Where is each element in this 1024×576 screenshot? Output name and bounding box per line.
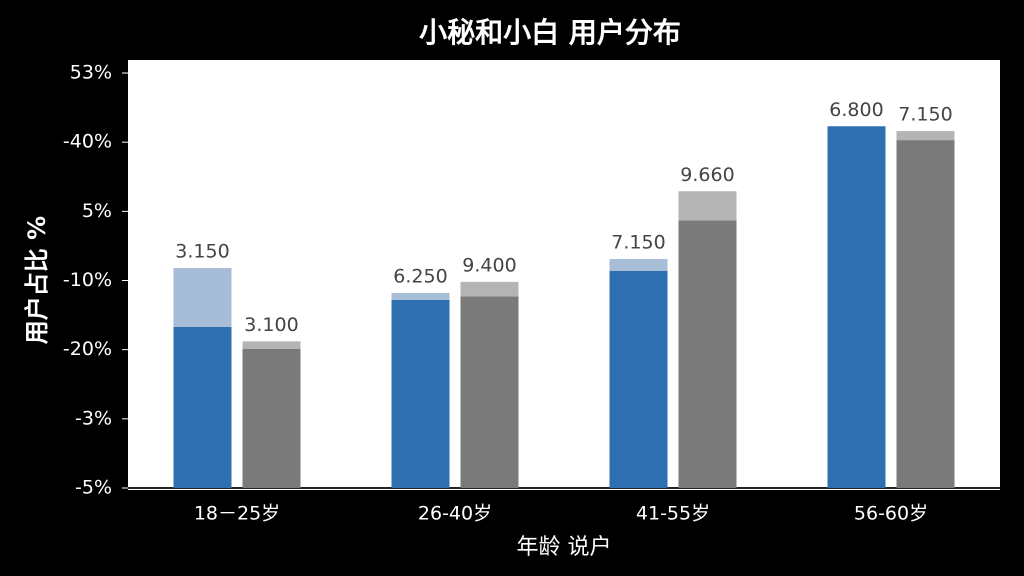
bar-segment [609,270,668,488]
y-tick-label: -5% [75,477,112,499]
chart-title: 小秘和小白 用户分布 [419,16,681,49]
bar-segment [460,296,519,488]
bar-segment [460,281,519,297]
bar-segment [678,191,737,221]
bar-segment [173,326,232,488]
y-tick-label: 53% [70,62,112,84]
y-tick-label: -20% [63,338,112,360]
bar-segment [242,348,301,488]
bar-segment [391,292,450,300]
y-axis-label: 用户占比 % [23,216,51,344]
bar-segment [827,126,886,488]
bar-segment [391,299,450,488]
bar-segment [242,341,301,349]
bar-label: 9.400 [462,254,516,276]
y-tick-label: -3% [75,407,112,429]
bar-label: 6.250 [393,265,447,287]
y-tick-label: 5% [82,200,112,222]
x-axis-label: 年龄 说户 [517,535,612,560]
bar-label: 3.150 [175,241,229,263]
x-tick-label: 41-55岁 [636,503,710,525]
bar-segment [678,220,737,488]
x-tick-label: 26-40岁 [418,503,492,525]
bar-label: 7.150 [611,232,665,254]
x-tick-label: 18－25岁 [194,503,280,525]
x-tick-label: 56-60岁 [854,503,928,525]
y-tick-label: -40% [63,131,112,153]
bar-segment [896,140,955,488]
bar-label: 7.150 [898,104,952,126]
bar-segment [173,268,232,327]
bar-segment [896,131,955,141]
bar-segment [609,259,668,271]
bar-label: 9.660 [680,164,734,186]
bar-label: 6.800 [829,99,883,121]
y-tick-label: -10% [63,269,112,291]
bar-label: 3.100 [244,314,298,336]
